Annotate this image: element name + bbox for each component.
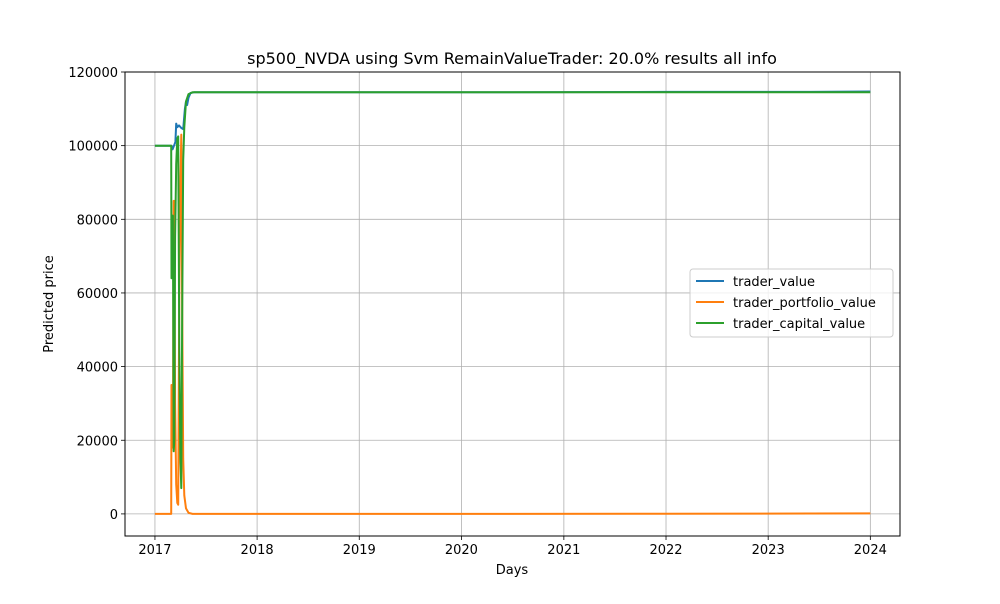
y-tick-label: 120000: [68, 66, 118, 81]
series-line-trader-capital-value: [154, 91, 871, 490]
legend-box: [689, 268, 894, 338]
plot-frame: [124, 71, 901, 537]
x-axis-label: Days: [496, 563, 529, 578]
y-tick-label: 60000: [77, 287, 118, 302]
x-axis: 2017 2018 2019 2020 2021 2022 2023 2024: [138, 536, 887, 558]
y-tick-label: 80000: [77, 213, 118, 228]
legend: trader_value trader_portfolio_value trad…: [689, 268, 894, 338]
chart-title: sp500_NVDA using Svm RemainValueTrader: …: [247, 49, 777, 69]
x-tick-label: 2019: [343, 543, 376, 558]
plot-lines: [154, 90, 871, 515]
x-tick-label: 2020: [445, 543, 478, 558]
legend-label-trader-value: trader_value: [733, 275, 815, 290]
y-tick-label: 100000: [68, 140, 118, 155]
y-tick-label: 0: [110, 508, 118, 523]
y-tick-label: 20000: [77, 434, 118, 449]
x-tick-label: 2018: [241, 543, 274, 558]
x-tick-label: 2021: [547, 543, 580, 558]
x-tick-label: 2017: [138, 543, 171, 558]
x-tick-label: 2023: [752, 543, 785, 558]
legend-label-trader-portfolio-value: trader_portfolio_value: [733, 296, 876, 311]
legend-label-trader-capital-value: trader_capital_value: [733, 317, 865, 332]
y-axis: 0 20000 40000 60000 80000 100000 120000: [68, 66, 125, 523]
x-tick-label: 2022: [649, 543, 682, 558]
x-tick-label: 2024: [854, 543, 887, 558]
y-axis-label: Predicted price: [42, 255, 57, 353]
y-tick-label: 40000: [77, 361, 118, 376]
